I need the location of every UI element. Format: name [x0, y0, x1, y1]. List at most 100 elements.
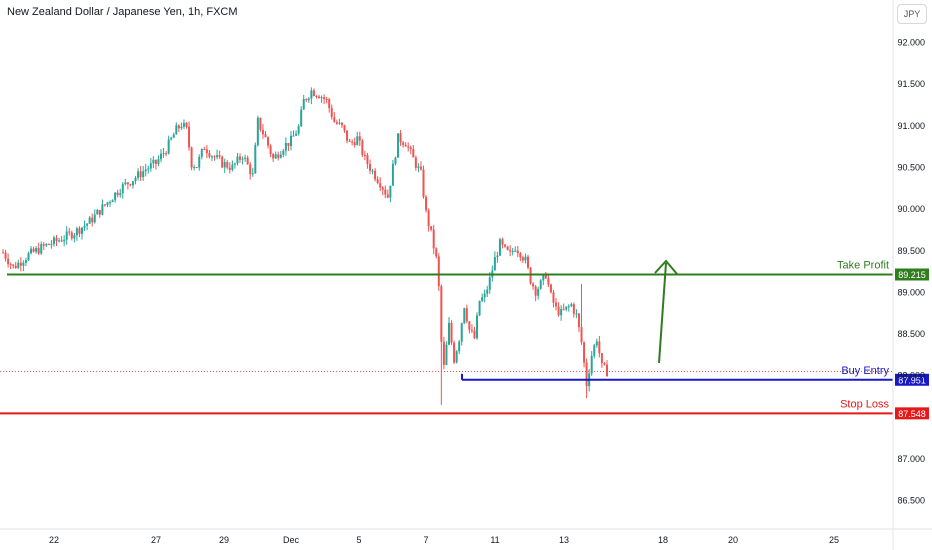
candle-body [200, 149, 203, 157]
candle-body [440, 286, 443, 342]
candle-body [567, 306, 570, 308]
candle-body [103, 204, 106, 206]
candle-body [488, 277, 491, 290]
candle-body [154, 159, 157, 164]
candle-body [575, 313, 578, 315]
candle-body [585, 362, 588, 387]
candle-body [537, 288, 540, 296]
candle-body [142, 171, 145, 178]
candle-body [389, 185, 392, 198]
candle-body [501, 239, 504, 245]
candle-body [116, 192, 119, 195]
candle-body [363, 154, 366, 156]
candle-body [93, 214, 96, 223]
level-price-tag [895, 373, 929, 386]
candle-body [310, 90, 313, 99]
candle-body [27, 253, 30, 261]
candle-body [198, 156, 201, 168]
candle-body [272, 154, 275, 159]
candle-body [68, 231, 71, 233]
candle-body [366, 155, 369, 165]
candle-body [333, 117, 336, 123]
candle-body [162, 153, 165, 155]
y-tick-label: 88.500 [897, 329, 925, 339]
candle-body [402, 142, 405, 145]
candle-body [139, 171, 142, 178]
candle-body [131, 181, 134, 186]
candle-body [279, 154, 282, 158]
candle-body [409, 147, 412, 150]
candle-body [606, 364, 608, 377]
candle-body [453, 342, 456, 363]
level-label: Take Profit [837, 259, 889, 271]
candle-body [24, 260, 27, 263]
candle-body [269, 145, 272, 155]
candle-body [172, 134, 175, 138]
candle-body [45, 243, 48, 246]
candle-body [549, 284, 552, 293]
candle-body [180, 126, 183, 129]
candle-body [445, 344, 448, 365]
candle-body [504, 244, 507, 247]
candle-body [368, 164, 371, 171]
candle-body [47, 243, 50, 245]
candle-body [40, 244, 43, 254]
candle-body [9, 264, 12, 266]
candle-body [185, 122, 188, 127]
candle-body [358, 136, 361, 141]
y-tick-label: 87.000 [897, 454, 925, 464]
candle-body [106, 202, 109, 205]
candle-body [295, 133, 298, 136]
x-tick-label: 5 [356, 535, 361, 545]
candle-body [555, 302, 558, 307]
candle-body [529, 267, 532, 284]
candle-body [188, 126, 191, 148]
candle-body [63, 239, 66, 242]
candle-body [498, 239, 501, 256]
candle-body [35, 248, 38, 252]
candle-body [111, 200, 114, 203]
candle-body [300, 109, 303, 127]
candlesticks [2, 87, 608, 405]
candle-body [14, 265, 17, 268]
candle-body [129, 184, 132, 186]
candle-body [450, 322, 453, 343]
candle-body [259, 117, 262, 130]
candle-body [330, 108, 333, 118]
candle-body [284, 142, 287, 151]
y-tick-label: 86.500 [897, 496, 925, 506]
candle-body [182, 122, 185, 127]
candle-body [149, 163, 152, 169]
candle-body [519, 253, 522, 258]
candle-body [460, 323, 463, 342]
level-price-tag [895, 268, 929, 281]
candle-body [244, 157, 247, 159]
candle-body [256, 117, 259, 146]
candle-body [542, 274, 545, 281]
x-tick-label: 7 [423, 535, 428, 545]
candle-body [539, 280, 542, 289]
candle-body [335, 122, 338, 124]
candle-body [160, 153, 163, 160]
candle-body [175, 125, 178, 135]
candle-body [109, 202, 112, 204]
candle-body [7, 258, 10, 265]
candle-body [407, 146, 410, 148]
candle-body [325, 98, 328, 100]
candle-body [414, 157, 417, 168]
candle-body [78, 228, 81, 234]
candle-body [419, 166, 422, 170]
candle-body [277, 154, 280, 158]
y-tick-label: 90.000 [897, 204, 925, 214]
candle-body [12, 264, 15, 266]
candle-body [430, 226, 433, 230]
currency-button[interactable]: JPY [897, 4, 927, 24]
candle-body [468, 321, 471, 330]
candle-body [547, 278, 550, 285]
candle-body [4, 252, 7, 259]
candle-body [144, 169, 147, 172]
candle-body [274, 154, 277, 159]
candle-body [88, 217, 91, 224]
